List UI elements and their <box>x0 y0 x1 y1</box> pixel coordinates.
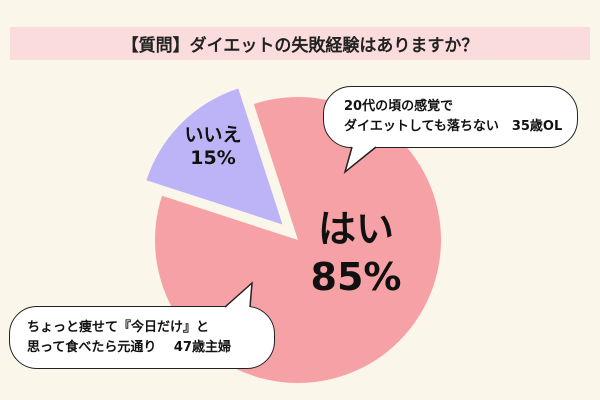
pie-label-no-text: いいえ <box>184 124 242 146</box>
comment-bubble-bottom: ちょっと痩せて『今日だけ』と 思って食べたら元通り 47歳主婦 <box>9 306 275 369</box>
pie-label-yes-text: はい <box>317 207 394 251</box>
comment-bottom-line2: 思って食べたら元通り 47歳主婦 <box>27 340 231 355</box>
comment-top-line1: 20代の頃の感覚で <box>344 99 454 114</box>
pie-slice-no <box>146 88 283 225</box>
comment-top-line2: ダイエットしても落ちない 35歳OL <box>344 119 563 134</box>
comment-bubble-top: 20代の頃の感覚で ダイエットしても落ちない 35歳OL <box>323 86 578 148</box>
chart-title: 【質問】ダイエットの失敗経験はありますか？ <box>10 27 590 60</box>
pie-label-yes: はい 85% <box>300 205 412 301</box>
pie-label-no-percent: 15% <box>190 147 236 169</box>
comment-bottom-line1: ちょっと痩せて『今日だけ』と <box>27 320 210 335</box>
pie-label-no: いいえ 15% <box>178 124 248 170</box>
pie-label-yes-percent: 85% <box>310 255 402 299</box>
